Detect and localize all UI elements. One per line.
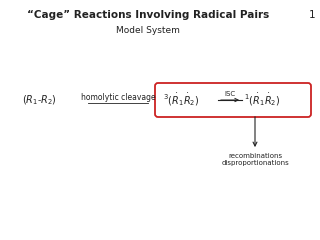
Text: $^3(\dot{R}_1\dot{R}_2)$: $^3(\dot{R}_1\dot{R}_2)$ (163, 92, 199, 108)
Text: homolytic cleavage: homolytic cleavage (81, 94, 155, 102)
Text: recombinations
disproportionations: recombinations disproportionations (221, 153, 289, 166)
Text: “Cage” Reactions Involving Radical Pairs: “Cage” Reactions Involving Radical Pairs (27, 10, 269, 20)
Text: 1: 1 (308, 10, 315, 20)
Text: $^1(\dot{R}_1\dot{R}_2)$: $^1(\dot{R}_1\dot{R}_2)$ (244, 92, 281, 108)
Text: ISC: ISC (224, 91, 236, 97)
FancyBboxPatch shape (155, 83, 311, 117)
Text: $(R_1$-$R_2)$: $(R_1$-$R_2)$ (22, 93, 57, 107)
Text: Model System: Model System (116, 26, 180, 35)
